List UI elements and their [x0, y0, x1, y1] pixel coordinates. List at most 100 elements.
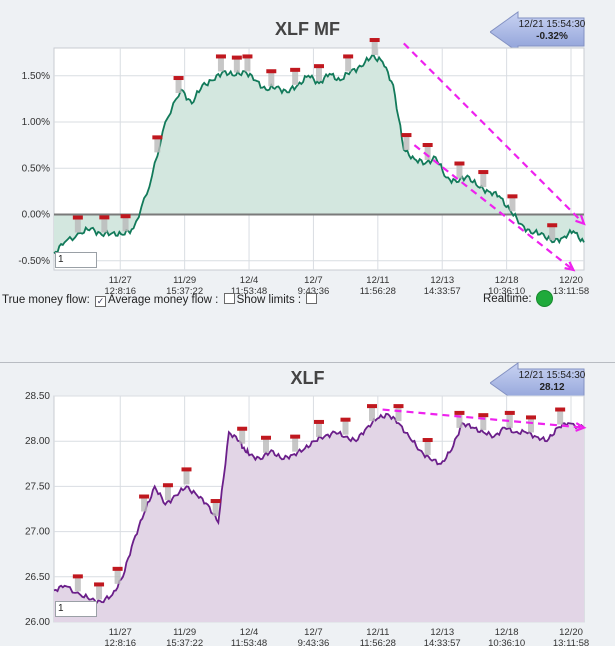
- x-tick-time: 11:53:48: [231, 286, 267, 297]
- x-tick-time: 9:43:36: [298, 638, 330, 646]
- true-money-flow-label: True money flow:: [2, 294, 90, 306]
- x-tick-date: 12/18: [495, 627, 519, 638]
- x-tick-date: 11/27: [109, 627, 132, 638]
- signal-marker[interactable]: [478, 170, 489, 188]
- realtime-status-icon[interactable]: [536, 290, 553, 307]
- signal-marker[interactable]: [261, 435, 271, 453]
- y-tick-label: 28.00: [25, 436, 50, 447]
- x-tick-time: 10:36:10: [488, 286, 525, 297]
- signal-marker[interactable]: [369, 38, 380, 56]
- signal-marker[interactable]: [340, 417, 351, 435]
- y-tick-label: 27.00: [25, 527, 50, 538]
- signal-marker[interactable]: [112, 566, 123, 584]
- x-tick-date: 12/13: [430, 627, 454, 638]
- price-panel: XLF 12/21 15:54:30 28.12 28.50 28.00 27.50…: [0, 362, 615, 646]
- trendline: [382, 408, 587, 432]
- signal-marker[interactable]: [94, 582, 105, 600]
- x-tick-time: 10:36:10: [488, 638, 525, 646]
- trendline: [413, 144, 576, 272]
- x-tick-date: 12/18: [495, 275, 519, 286]
- signal-marker[interactable]: [401, 133, 412, 151]
- x-tick-date: 12/4: [240, 275, 259, 286]
- signal-marker[interactable]: [237, 426, 248, 444]
- x-tick-time: 13:11:58: [553, 286, 589, 297]
- signal-marker[interactable]: [526, 415, 536, 433]
- average-money-flow-label: Average money flow :: [107, 294, 219, 306]
- x-tick-date: 12/11: [366, 627, 389, 638]
- signal-marker[interactable]: [314, 64, 324, 82]
- signal-marker[interactable]: [99, 215, 110, 233]
- signal-marker[interactable]: [343, 54, 354, 72]
- chart-title: XLF MF: [275, 19, 340, 39]
- average-money-flow-checkbox[interactable]: ✓: [94, 296, 106, 307]
- trendline: [403, 42, 586, 226]
- signal-marker[interactable]: [555, 407, 566, 425]
- x-tick-date: 12/7: [304, 275, 323, 286]
- y-tick-label: 0.50%: [22, 163, 50, 174]
- y-tick-label: 1.00%: [22, 117, 50, 128]
- signal-marker[interactable]: [507, 194, 518, 212]
- period-input[interactable]: 1: [55, 601, 97, 617]
- signal-marker[interactable]: [314, 419, 324, 437]
- x-tick-date: 12/13: [430, 275, 454, 286]
- signal-marker[interactable]: [242, 54, 253, 72]
- signal-marker[interactable]: [120, 214, 131, 232]
- realtime-time: 12/21 15:54:30: [518, 19, 586, 30]
- signal-marker[interactable]: [478, 413, 489, 431]
- series-line: [53, 54, 585, 254]
- panel-divider: [0, 362, 615, 363]
- realtime-value: 28.12: [539, 382, 565, 393]
- signal-marker[interactable]: [210, 499, 221, 517]
- signal-marker[interactable]: [290, 67, 301, 85]
- signal-marker[interactable]: [454, 410, 465, 428]
- x-tick-time: 13:11:58: [553, 638, 589, 646]
- y-tick-label: 1.50%: [22, 71, 50, 82]
- signal-marker[interactable]: [72, 574, 83, 592]
- signal-marker[interactable]: [422, 143, 433, 161]
- x-tick-time: 15:37:22: [166, 638, 203, 646]
- y-tick-label: -0.50%: [18, 256, 50, 267]
- money-flow-panel: XLF MF 12/21 15:54:30 -0.32% 1.50% 1.00% 0…: [0, 0, 615, 307]
- show-limits-checkbox-a[interactable]: [223, 293, 235, 304]
- x-tick-time: 9:43:36: [298, 286, 330, 297]
- signal-marker[interactable]: [504, 410, 515, 428]
- x-tick-time: 14:33:57: [424, 638, 461, 646]
- y-tick-label: 28.50: [25, 391, 50, 402]
- x-tick-date: 11/29: [173, 275, 196, 286]
- chart-title: XLF: [290, 368, 325, 388]
- x-tick-date: 12/20: [559, 627, 583, 638]
- x-tick-time: 14:33:57: [424, 286, 461, 297]
- x-tick-time: 11:53:48: [231, 638, 267, 646]
- signal-marker[interactable]: [367, 404, 377, 422]
- x-tick-date: 12/11: [366, 275, 389, 286]
- signal-marker[interactable]: [231, 55, 242, 73]
- signal-marker[interactable]: [290, 434, 301, 452]
- signal-marker[interactable]: [162, 483, 173, 501]
- x-tick-date: 12/20: [559, 275, 583, 286]
- signal-marker[interactable]: [393, 404, 404, 422]
- realtime-time: 12/21 15:54:30: [518, 370, 586, 381]
- x-tick-time: 12:8:16: [104, 286, 136, 297]
- y-tick-label: 26.50: [25, 572, 50, 583]
- signal-marker[interactable]: [547, 223, 558, 241]
- signal-marker[interactable]: [152, 135, 163, 153]
- signal-marker[interactable]: [173, 76, 184, 94]
- signal-marker[interactable]: [422, 438, 433, 456]
- signal-marker[interactable]: [139, 494, 150, 512]
- realtime-value-badge[interactable]: 12/21 15:54:30 28.12: [490, 361, 586, 405]
- x-tick-date: 12/7: [304, 627, 323, 638]
- signal-marker[interactable]: [215, 54, 226, 72]
- signal-marker[interactable]: [266, 69, 277, 87]
- signal-marker[interactable]: [181, 467, 192, 485]
- period-input[interactable]: 1: [55, 252, 97, 268]
- show-limits-label: Show limits :: [236, 294, 302, 306]
- y-tick-label: 26.00: [25, 617, 50, 628]
- series-area: [54, 55, 584, 254]
- x-tick-date: 11/29: [173, 627, 196, 638]
- signal-marker[interactable]: [454, 161, 465, 179]
- show-limits-checkbox-b[interactable]: [306, 293, 318, 304]
- series-line: [53, 412, 585, 606]
- signal-marker[interactable]: [72, 215, 83, 233]
- y-tick-label: 27.50: [25, 481, 50, 492]
